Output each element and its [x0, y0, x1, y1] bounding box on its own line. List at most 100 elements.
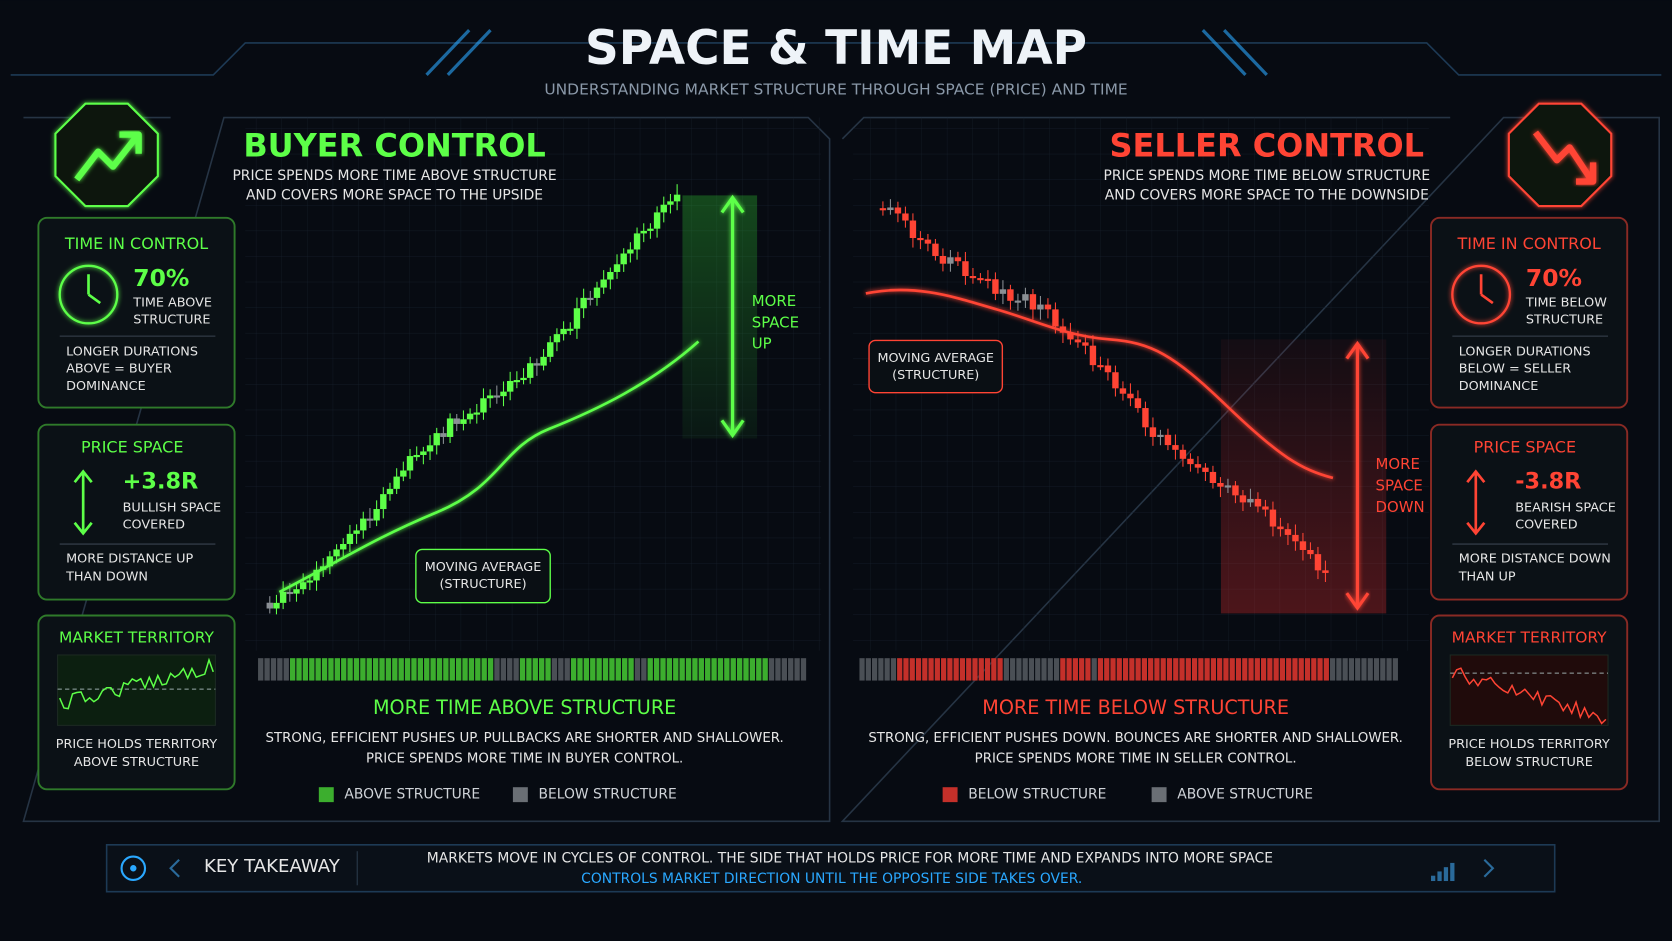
- strip-cell: [545, 658, 551, 681]
- candle: [1247, 498, 1254, 503]
- title: SPACE & TIME MAP: [585, 21, 1087, 76]
- candle: [540, 356, 547, 366]
- strip-cell: [277, 658, 283, 681]
- strip-cell: [679, 658, 685, 681]
- candle: [373, 509, 380, 521]
- candle: [433, 433, 440, 446]
- strip-cell: [872, 658, 878, 681]
- strip-cell: [1361, 658, 1367, 681]
- label: BEARISH SPACE: [1515, 500, 1616, 515]
- strip-cell: [1311, 658, 1317, 681]
- candle: [527, 363, 534, 378]
- candle: [977, 278, 984, 281]
- strip-cell: [1091, 658, 1097, 681]
- strip-cell: [1248, 658, 1254, 681]
- strip-cell: [379, 658, 385, 681]
- strip-cell: [1223, 658, 1229, 681]
- moving-average: [865, 288, 1334, 480]
- strip-cell: [972, 658, 978, 681]
- strip-cell: [800, 658, 807, 681]
- candle: [386, 488, 394, 495]
- strip-cell: [1047, 658, 1053, 681]
- candle: [446, 418, 454, 437]
- candle: [620, 253, 627, 265]
- candle: [1157, 434, 1164, 437]
- strip-cell: [966, 658, 972, 681]
- strip-cell: [878, 658, 884, 681]
- space-arrow: [720, 194, 745, 439]
- description: PRICE SPENDS MORE TIME BELOW STRUCTURE: [1103, 168, 1430, 184]
- label: TIME ABOVE: [132, 296, 212, 311]
- card: [37, 423, 236, 601]
- label: BELOW = SELLER: [1459, 362, 1572, 377]
- candle: [887, 207, 894, 211]
- strip-cell: [487, 658, 494, 681]
- strip-cell: [372, 658, 379, 681]
- strip-cell: [1217, 658, 1223, 681]
- footer-text: CONTROLS MARKET DIRECTION UNTIL THE OPPO…: [581, 871, 1082, 887]
- strip-cell: [1116, 658, 1122, 681]
- strip-cell: [539, 658, 545, 681]
- strip-cell: [692, 658, 698, 681]
- strip-cell: [978, 658, 984, 681]
- card-label: PRICE SPACE: [1474, 438, 1576, 457]
- strip-cell: [928, 658, 934, 681]
- strip-cell: [526, 658, 532, 681]
- strip-cell: [947, 658, 953, 681]
- strip-cell: [1198, 658, 1204, 681]
- card-label: TIME IN CONTROL: [64, 234, 208, 253]
- candle: [1239, 495, 1247, 503]
- candle: [932, 243, 939, 256]
- legend-label: BELOW STRUCTURE: [538, 787, 676, 803]
- strip-cell: [1110, 658, 1116, 681]
- candle: [1007, 289, 1014, 301]
- strip-cell: [865, 658, 871, 681]
- strip-cell: [1079, 658, 1085, 681]
- candle: [1022, 294, 1029, 301]
- candle: [1172, 445, 1179, 450]
- candle: [673, 194, 681, 202]
- strip-cell: [398, 658, 404, 681]
- strip-cell: [666, 658, 673, 681]
- strip-cell: [1072, 658, 1078, 681]
- callout-box: [868, 339, 1004, 394]
- candle: [1314, 554, 1322, 571]
- strip-cell: [1355, 658, 1361, 681]
- strip-cell: [1060, 658, 1066, 681]
- candle: [573, 308, 581, 329]
- candle: [1322, 570, 1329, 573]
- strip-cell: [590, 658, 596, 681]
- candle: [879, 208, 887, 211]
- candle: [486, 395, 494, 399]
- icon-arrow: [1532, 130, 1597, 185]
- strip-cell: [468, 658, 475, 681]
- candle: [533, 363, 541, 366]
- candle: [613, 264, 621, 272]
- candle: [1209, 471, 1217, 484]
- candle: [420, 451, 427, 455]
- strip-cell: [788, 658, 794, 681]
- strip-cell: [1104, 658, 1110, 681]
- candle: [306, 580, 314, 583]
- candle: [1112, 372, 1119, 389]
- footer-label: KEY TAKEAWAY: [204, 856, 341, 877]
- footer-bar-icon: [1450, 862, 1455, 882]
- strip-cell: [1367, 658, 1373, 681]
- strip-cell: [1035, 658, 1041, 681]
- strip-cell: [411, 658, 417, 681]
- strip-cell: [551, 658, 558, 681]
- strip-cell: [615, 658, 621, 681]
- summary-heading: MORE TIME BELOW STRUCTURE: [982, 696, 1289, 719]
- strip-cell: [436, 658, 443, 681]
- legend-swatch: [942, 787, 958, 803]
- label: PRICE HOLDS TERRITORY: [56, 737, 218, 752]
- candle: [909, 220, 917, 239]
- card: [1430, 423, 1629, 601]
- strip-cell: [997, 658, 1003, 681]
- strip-cell: [941, 658, 947, 681]
- card-label: MARKET TERRITORY: [1452, 628, 1607, 646]
- strip-cell: [481, 658, 487, 681]
- strip-cell: [558, 658, 564, 681]
- label: TIME BELOW: [1525, 296, 1607, 311]
- candle: [286, 591, 294, 595]
